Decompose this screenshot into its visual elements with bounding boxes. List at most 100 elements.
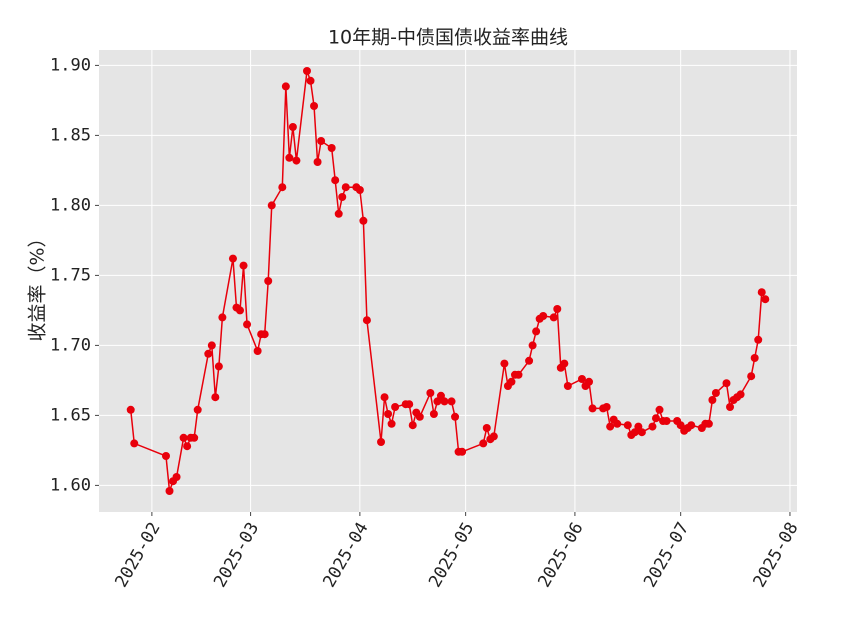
point [179,433,188,442]
point [708,396,717,404]
y-tick-label: 1.85 [50,125,91,145]
point [736,390,745,399]
plot-area [99,50,797,512]
point [292,156,301,165]
point [750,354,759,362]
point [577,375,586,383]
point [662,417,671,425]
y-tick-label: 1.60 [50,475,91,495]
point [183,442,192,451]
point [539,312,548,320]
point [623,421,632,430]
point [528,341,537,350]
point [451,412,460,421]
y-tick-label: 1.75 [50,265,91,285]
point [458,447,467,456]
point [204,349,213,358]
point [415,412,424,421]
y-axis-label: 收益率（%） [27,228,49,341]
point [482,424,491,432]
point [313,158,322,166]
point [331,176,340,185]
x-tick-label: 2025-05 [425,519,478,591]
point [302,67,311,75]
point [359,216,368,225]
point [239,261,248,270]
point [355,186,364,194]
point [384,410,393,418]
point [585,377,594,386]
point [391,403,400,411]
point [310,102,319,110]
point [126,405,135,414]
point [500,359,509,368]
point [447,397,456,406]
point [655,405,664,414]
point [532,327,541,336]
point [243,320,252,329]
y-tick-label: 1.80 [50,195,91,215]
point [341,183,350,192]
y-tick-label: 1.90 [50,55,91,75]
point [507,377,516,386]
point [130,439,139,448]
x-tick-label: 2025-06 [534,519,587,591]
point [161,452,170,460]
point [489,432,498,441]
point [267,201,276,210]
point [704,419,713,428]
x-tick-label: 2025-03 [210,519,263,591]
point [426,389,435,397]
point [214,362,223,371]
point [281,82,290,91]
point [236,306,245,315]
point [525,356,534,365]
point [172,473,181,481]
point [549,313,558,322]
point [553,305,562,313]
point [726,403,735,411]
point [264,277,273,285]
point [560,359,569,368]
point [334,209,343,218]
x-tick-label: 2025-08 [749,519,802,591]
y-tick-label: 1.70 [50,335,91,355]
point [429,410,438,418]
point [207,341,216,350]
point [338,193,347,201]
chart-title: 10年期-中债国债收益率曲线 [328,27,568,49]
point [193,405,202,414]
x-tick-label: 2025-02 [111,519,164,591]
point [165,487,174,495]
point [387,419,396,428]
point [761,295,770,304]
point [306,76,315,85]
point [754,335,763,344]
point [377,438,386,446]
x-tick-label: 2025-07 [640,519,693,591]
point [563,382,572,390]
point [711,389,720,397]
point [327,144,336,152]
point [260,330,269,339]
point [613,419,622,428]
point [317,137,326,145]
point [687,421,696,430]
point [211,393,220,402]
point [757,288,766,297]
point [602,403,611,411]
point [408,421,417,430]
point [637,428,646,437]
point [479,439,488,448]
point [218,313,227,322]
point [405,400,414,409]
point [380,393,389,402]
point [190,433,199,442]
point [228,254,237,263]
point [514,370,523,379]
point [285,153,294,162]
point [606,422,615,431]
point [362,316,371,325]
